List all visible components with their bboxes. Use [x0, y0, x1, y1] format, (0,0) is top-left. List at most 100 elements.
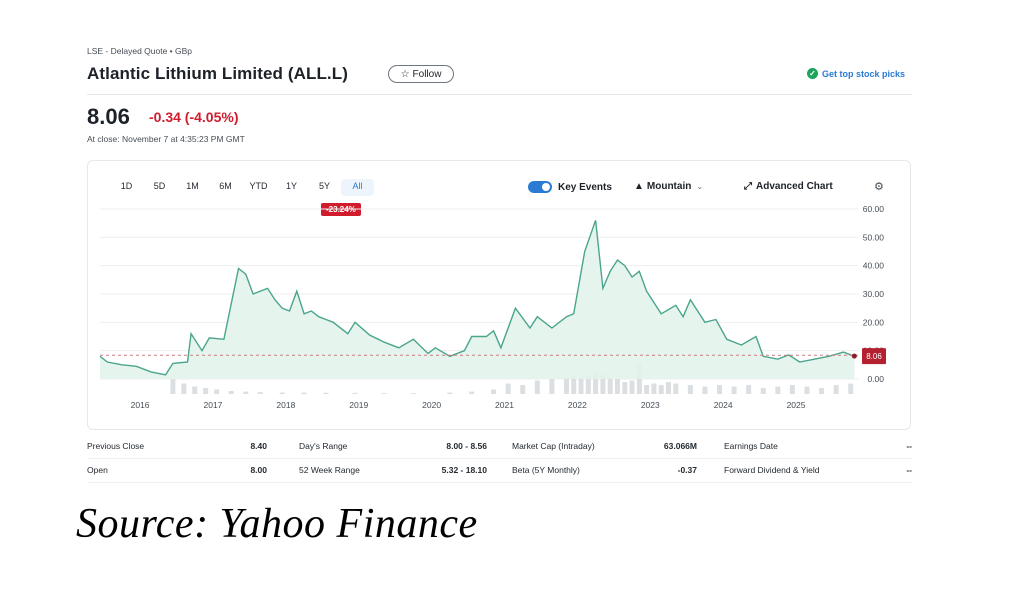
- key-events-toggle[interactable]: Key Events: [528, 181, 612, 193]
- divider: [87, 94, 912, 95]
- advanced-chart-label: Advanced Chart: [756, 181, 833, 192]
- chart-type-dropdown[interactable]: ▲ Mountain ⌄: [634, 181, 703, 192]
- key-events-label: Key Events: [558, 181, 612, 193]
- stats-row: Open 8.00 52 Week Range 5.32 - 18.10 Beta (5…: [87, 460, 912, 483]
- range-6m[interactable]: 6M: [219, 181, 232, 191]
- volume-bar: [804, 386, 810, 394]
- leaf-icon: ✓: [807, 68, 818, 79]
- volume-bar: [848, 383, 854, 394]
- stat-value: --: [906, 465, 912, 475]
- x-tick-label: 2017: [204, 400, 223, 410]
- stat-value: -0.37: [677, 465, 697, 475]
- volume-bar: [352, 392, 358, 394]
- star-icon: ☆: [400, 68, 410, 80]
- volume-bar: [819, 388, 825, 394]
- stats-row: Previous Close 8.40 Day's Range 8.00 - 8.56…: [87, 436, 912, 459]
- volume-bar: [381, 393, 387, 394]
- price-area: [100, 220, 855, 379]
- volume-bar: [192, 386, 198, 394]
- range-all[interactable]: All: [341, 179, 374, 196]
- chart-panel: 1D 5D 1M 6M YTD 1Y 5Y All Key Events ▲ Mountain…: [87, 160, 911, 430]
- x-tick-label: 2018: [276, 400, 295, 410]
- volume-bar: [563, 377, 569, 394]
- volume-bar: [410, 393, 416, 394]
- volume-bar: [323, 392, 329, 394]
- volume-bar: [549, 379, 555, 394]
- exchange-label: LSE - Delayed Quote • GBp: [87, 46, 193, 56]
- volume-bar: [702, 386, 708, 394]
- x-tick-label: 2021: [495, 400, 514, 410]
- y-tick-label: 50.00: [863, 232, 885, 242]
- range-selector: 1D 5D 1M 6M YTD 1Y 5Y All: [110, 179, 374, 196]
- volume-bar: [243, 391, 249, 394]
- last-price-dot: [851, 353, 857, 359]
- x-tick-label: 2016: [131, 400, 150, 410]
- x-tick-label: 2019: [349, 400, 368, 410]
- range-1y[interactable]: 1Y: [285, 181, 297, 191]
- volume-bar: [228, 391, 234, 394]
- volume-bar: [629, 380, 635, 394]
- stat-label: Beta (5Y Monthly): [512, 465, 580, 475]
- volume-bar: [687, 385, 693, 394]
- volume-bar: [760, 388, 766, 394]
- mountain-icon: ▲: [634, 181, 644, 192]
- advanced-chart-button[interactable]: ⤢ Advanced Chart: [744, 181, 833, 192]
- volume-bar: [469, 391, 475, 394]
- volume-bar: [731, 386, 737, 394]
- stat-value: 8.40: [250, 441, 267, 451]
- last-price-label: 8.06: [866, 352, 882, 361]
- x-tick-label: 2025: [787, 400, 806, 410]
- volume-bar: [491, 389, 497, 394]
- y-tick-label: 60.00: [863, 204, 885, 214]
- close-timestamp: At close: November 7 at 4:35:23 PM GMT: [87, 134, 245, 144]
- volume-bar: [505, 383, 511, 394]
- volume-bar: [789, 385, 795, 394]
- range-5d[interactable]: 5D: [153, 181, 166, 191]
- volume-bar: [775, 386, 781, 394]
- stat-label: Forward Dividend & Yield: [724, 465, 820, 475]
- volume-bar: [279, 392, 285, 394]
- volume-bar: [833, 385, 839, 394]
- price-line: [99, 220, 855, 376]
- range-1d[interactable]: 1D: [120, 181, 133, 191]
- volume-bar: [181, 383, 187, 394]
- volume-bar: [717, 385, 723, 394]
- volume-bar: [673, 383, 679, 394]
- volume-bar: [666, 382, 671, 394]
- price-chart[interactable]: 60.0050.0040.0030.0020.0010.000.008.0620…: [88, 161, 910, 429]
- volume-bar: [520, 385, 526, 394]
- source-caption: Source: Yahoo Finance: [76, 501, 478, 547]
- stat-value: 8.00 - 8.56: [446, 441, 487, 451]
- volume-bar: [571, 376, 577, 394]
- stat-label: Open: [87, 465, 108, 475]
- expand-icon: ⤢: [744, 181, 752, 192]
- volume-bar: [746, 385, 752, 394]
- volume-bar: [622, 382, 628, 394]
- stock-picks-link[interactable]: ✓ Get top stock picks: [807, 68, 905, 79]
- volume-bar: [585, 375, 591, 394]
- volume-bar: [578, 377, 584, 394]
- volume-bar: [203, 388, 209, 394]
- follow-button[interactable]: ☆ Follow: [388, 65, 454, 83]
- y-tick-label: 20.00: [863, 317, 885, 327]
- volume-bar: [593, 373, 599, 394]
- gear-icon[interactable]: ⚙: [874, 181, 884, 193]
- y-tick-label: 40.00: [863, 261, 885, 271]
- volume-bar: [658, 385, 664, 394]
- follow-label: Follow: [412, 68, 442, 80]
- current-price: 8.06: [87, 104, 130, 129]
- last-price-tag: [862, 348, 886, 365]
- range-5y[interactable]: 5Y: [318, 181, 330, 191]
- volume-bar: [534, 380, 540, 394]
- range-ytd[interactable]: YTD: [249, 181, 268, 191]
- stat-label: Earnings Date: [724, 441, 778, 451]
- chart-type-label: Mountain: [646, 181, 692, 192]
- y-tick-label: 0.00: [867, 374, 884, 384]
- volume-bar: [607, 377, 613, 394]
- toggle-switch-icon[interactable]: [528, 181, 552, 193]
- x-tick-label: 2022: [568, 400, 587, 410]
- stat-value: 8.00: [250, 465, 267, 475]
- range-1m[interactable]: 1M: [186, 181, 199, 191]
- x-tick-label: 2023: [641, 400, 660, 410]
- stat-label: Market Cap (Intraday): [512, 441, 595, 451]
